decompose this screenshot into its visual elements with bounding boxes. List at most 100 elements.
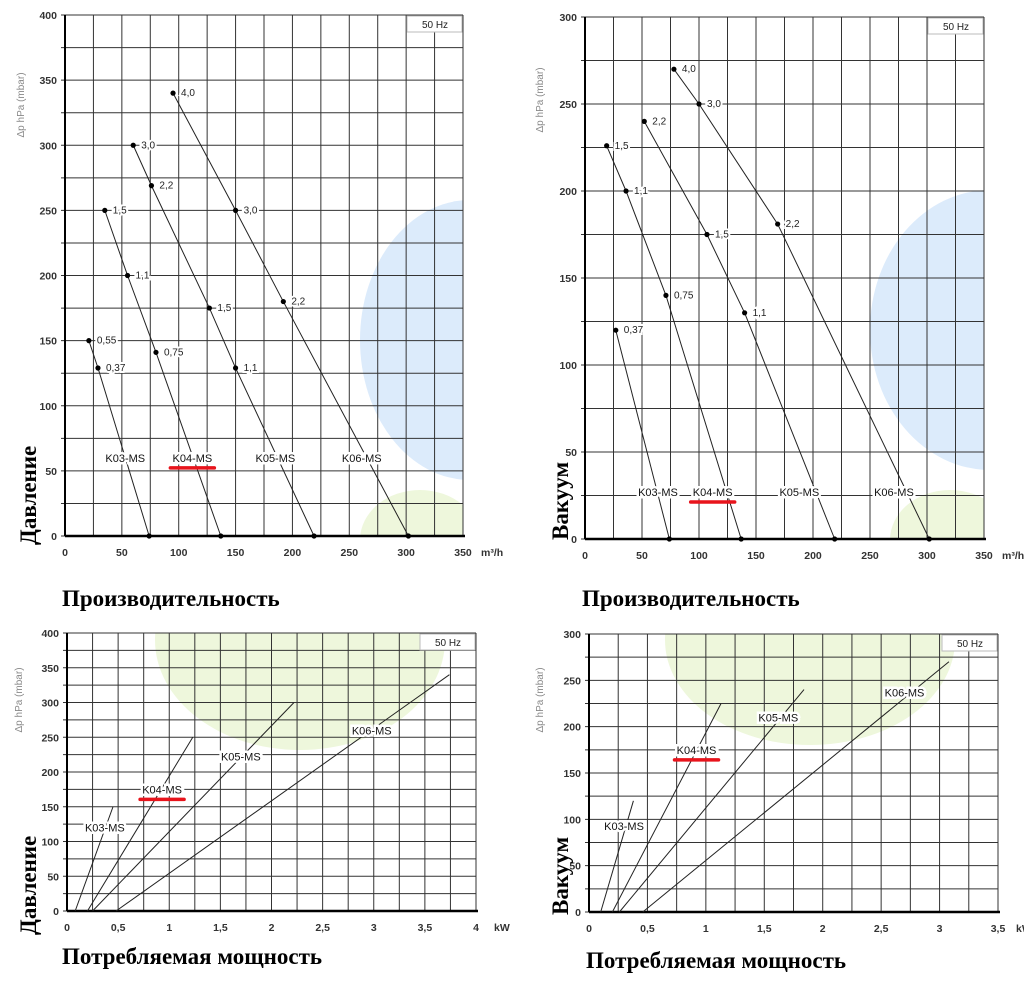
data-point [604, 143, 610, 149]
series-line [92, 702, 295, 912]
data-point [102, 207, 108, 213]
series-k05-ms: 3,0 2,2 1,5 1,1 K05-MS [130, 138, 317, 539]
x-tick-label: 350 [454, 547, 472, 559]
x-tick-label: 50 [116, 547, 128, 559]
y-tick-label: 100 [563, 814, 581, 826]
x-tick-label: 50 [636, 550, 648, 562]
series-label: K04-MS [677, 745, 717, 757]
series-k05-ms: 2,2 1,5 1,1 K05-MS [641, 114, 838, 542]
x-tick-label: 2 [269, 922, 275, 934]
data-point [280, 298, 286, 305]
y-tick-label: 50 [565, 447, 577, 459]
data-point-label: 1,5 [615, 141, 629, 152]
series-line [618, 689, 805, 913]
data-point [218, 533, 224, 539]
x-tick-label: 0,5 [111, 922, 126, 934]
x-tick-label: 150 [227, 547, 245, 559]
data-point [696, 101, 702, 107]
series-line [600, 800, 634, 913]
frequency-badge [406, 15, 463, 33]
series-k03-ms: K03-MS [600, 800, 646, 913]
series-line [87, 736, 194, 912]
shaded-region [360, 490, 463, 536]
y-tick-label: 250 [41, 732, 59, 744]
x-tick-label: 3 [371, 922, 377, 934]
series-label: K04-MS [693, 487, 733, 499]
x-unit-label: m³/h [481, 547, 503, 559]
y-tick-label: 0 [51, 531, 57, 543]
y-tick-label: 200 [39, 271, 57, 283]
y-tick-label: 100 [39, 401, 57, 413]
x-tick-label: 3,5 [991, 923, 1006, 935]
y-axis-label: Δp hPa (mbar) [535, 67, 546, 132]
frequency-badge [941, 634, 998, 652]
side-label: Вакуум [548, 462, 573, 540]
x-tick-label: 300 [918, 550, 936, 562]
x-tick-label: 4 [473, 922, 479, 934]
series-line [642, 661, 950, 913]
series-line [104, 210, 222, 537]
series-k06-ms: K06-MS [115, 674, 450, 912]
data-point [95, 365, 101, 371]
y-axis-label: Δp hPa (mbar) [16, 72, 27, 137]
chart-4: 0 0,5 1 1,5 2 2,5 3 3,5 0 50 100 150 200 250 300 kW Δp h… [535, 629, 1024, 973]
x-unit-label: kW [1016, 923, 1024, 935]
series-label: K06-MS [342, 453, 382, 465]
series-label: K03-MS [604, 821, 644, 833]
x-tick-label: 0 [62, 547, 68, 559]
series-line [172, 92, 409, 537]
series-k03-ms: 0,55 0,37 K03-MS [86, 334, 152, 539]
data-point-label: 0,75 [164, 347, 184, 358]
side-label: Давление [16, 446, 41, 545]
x-unit-label: kW [494, 922, 510, 934]
series-line [74, 806, 114, 912]
y-tick-label: 300 [39, 140, 57, 152]
x-tick-label: 0 [582, 550, 588, 562]
x-tick-label: 2,5 [315, 922, 330, 934]
series-line [606, 145, 742, 540]
y-tick-label: 400 [39, 10, 57, 22]
series-label: K05-MS [221, 752, 261, 764]
x-tick-label: 1,5 [213, 922, 228, 934]
data-point-label: 0,37 [106, 363, 126, 374]
series-line [611, 703, 722, 913]
x-tick-label: 350 [975, 550, 993, 562]
x-axis-label: Производительность [62, 586, 280, 611]
data-point-label: 1,1 [244, 363, 258, 374]
series-label: K06-MS [885, 687, 925, 699]
series-k04-ms: 1,5 1,1 0,75 K04-MS [102, 203, 224, 539]
data-point [232, 365, 239, 371]
series-label: K04-MS [142, 784, 182, 796]
data-point-label: 4,0 [682, 64, 696, 75]
y-tick-label: 0 [571, 534, 577, 546]
y-tick-label: 150 [563, 768, 581, 780]
data-point [405, 533, 412, 539]
x-unit-label: m³/h [1002, 550, 1024, 562]
y-tick-label: 0 [575, 907, 581, 919]
y-tick-label: 350 [39, 75, 57, 87]
series-k03-ms: K03-MS [74, 806, 127, 912]
frequency-badge-text: 50 Hz [957, 639, 983, 650]
side-label: Давление [16, 836, 41, 935]
y-tick-label: 250 [559, 99, 577, 111]
y-tick-label: 200 [563, 722, 581, 734]
x-tick-label: 3 [937, 923, 943, 935]
x-tick-label: 3,5 [418, 922, 433, 934]
data-point [623, 188, 629, 194]
x-tick-label: 200 [804, 550, 822, 562]
x-tick-label: 0 [586, 923, 592, 935]
data-point-label: 3,0 [244, 205, 258, 216]
series-k06-ms: 4,0 3,0 2,2 K06-MS [170, 86, 412, 539]
shaded-region [870, 190, 984, 470]
data-point [613, 327, 619, 333]
data-point [671, 66, 677, 72]
y-tick-label: 250 [39, 205, 57, 217]
frequency-badge [419, 633, 476, 651]
y-axis-label: Δp hPa (mbar) [535, 667, 546, 732]
series-k04-ms: 1,5 1,1 0,75 K04-MS [604, 139, 744, 542]
data-point-label: 1,5 [217, 303, 231, 314]
y-tick-label: 300 [559, 12, 577, 24]
x-tick-label: 200 [284, 547, 302, 559]
x-tick-label: 1 [703, 923, 709, 935]
shaded-region [155, 633, 445, 750]
